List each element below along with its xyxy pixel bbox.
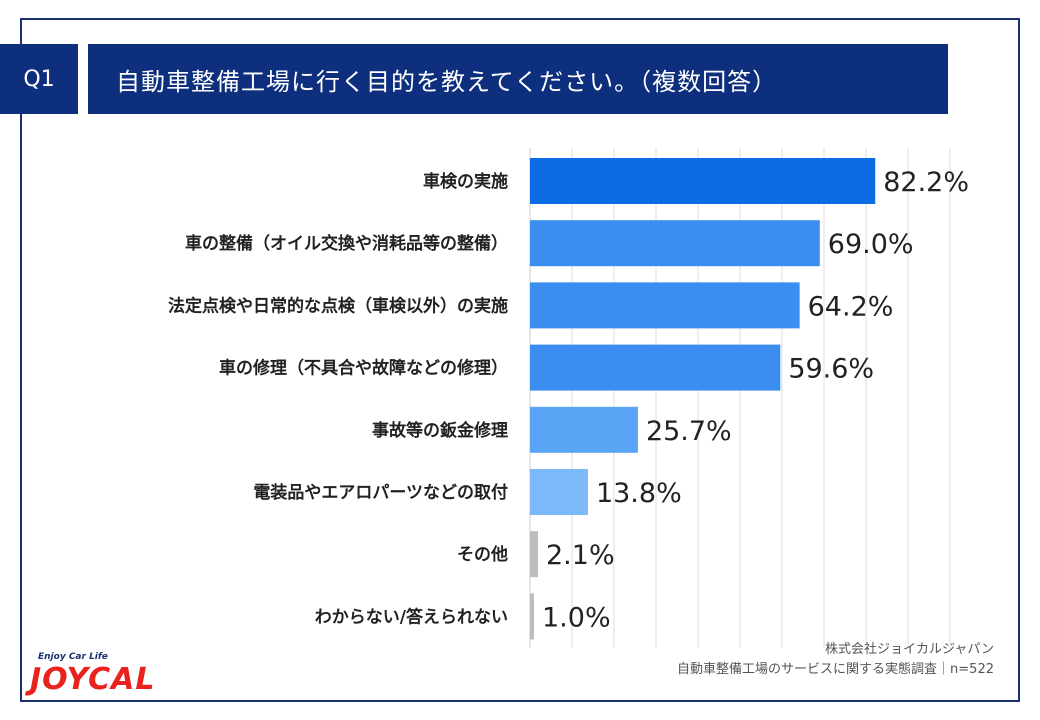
bar — [530, 593, 534, 640]
question-title: 自動車整備工場に行く目的を教えてください。（複数回答） — [116, 67, 778, 96]
category-label: 車の整備（オイル交換や消耗品等の整備） — [185, 233, 508, 254]
data-label: 1.0% — [542, 602, 611, 633]
category-label: わからない/答えられない — [315, 606, 508, 627]
source-survey: 自動車整備工場のサービスに関する実態調査｜n=522 — [677, 662, 994, 677]
category-label: 法定点検や日常的な点検（車検以外）の実施 — [168, 295, 508, 316]
data-label: 59.6% — [788, 354, 874, 385]
chart-frame — [20, 18, 1020, 702]
bar — [530, 158, 876, 204]
category-label: 事故等の鈑金修理 — [372, 420, 508, 441]
data-label: 2.1% — [546, 540, 615, 571]
category-label: その他 — [457, 544, 508, 565]
question-title-banner: 自動車整備工場に行く目的を教えてください。（複数回答） — [88, 44, 948, 114]
data-label: 25.7% — [646, 416, 732, 447]
data-label: 64.2% — [808, 291, 894, 322]
bar — [530, 531, 538, 578]
bar — [530, 406, 638, 453]
logo-tagline: Enjoy Car Life — [38, 652, 108, 662]
source-company: 株式会社ジョイカルジャパン — [824, 642, 994, 657]
data-label: 69.0% — [828, 229, 914, 260]
bar — [530, 220, 820, 267]
question-number-badge: Q1 — [0, 44, 78, 114]
joycal-logo: Enjoy Car Life JOYCAL — [28, 652, 168, 697]
bar — [530, 344, 781, 391]
category-label: 電装品やエアロパーツなどの取付 — [253, 482, 508, 503]
data-label: 82.2% — [883, 167, 969, 198]
bar — [530, 469, 588, 515]
question-number: Q1 — [23, 66, 55, 92]
logo-brand: JOYCAL — [30, 662, 156, 697]
bar — [530, 282, 800, 329]
data-label: 13.8% — [596, 478, 682, 509]
source-note: 株式会社ジョイカルジャパン 自動車整備工場のサービスに関する実態調査｜n=522 — [677, 640, 994, 680]
category-label: 車検の実施 — [423, 171, 508, 192]
category-label: 車の修理（不具合や故障などの修理） — [219, 358, 508, 379]
